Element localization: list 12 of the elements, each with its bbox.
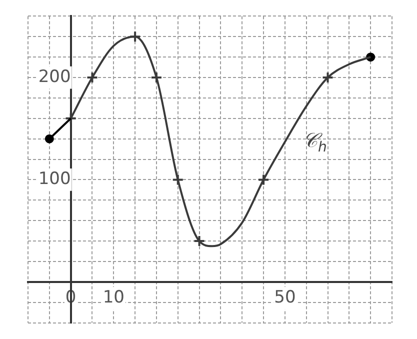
point bbox=[86, 72, 98, 84]
point bbox=[150, 72, 162, 84]
point bbox=[129, 30, 142, 43]
y-tick-label: 100 bbox=[38, 169, 71, 190]
point bbox=[172, 174, 184, 186]
point bbox=[64, 112, 77, 124]
point bbox=[258, 174, 270, 186]
x-tick-label: 10 bbox=[102, 288, 124, 308]
point bbox=[193, 235, 206, 248]
x-tick-label: 50 bbox=[274, 288, 296, 308]
point bbox=[322, 72, 334, 84]
y-tick-label: 200 bbox=[38, 66, 71, 87]
